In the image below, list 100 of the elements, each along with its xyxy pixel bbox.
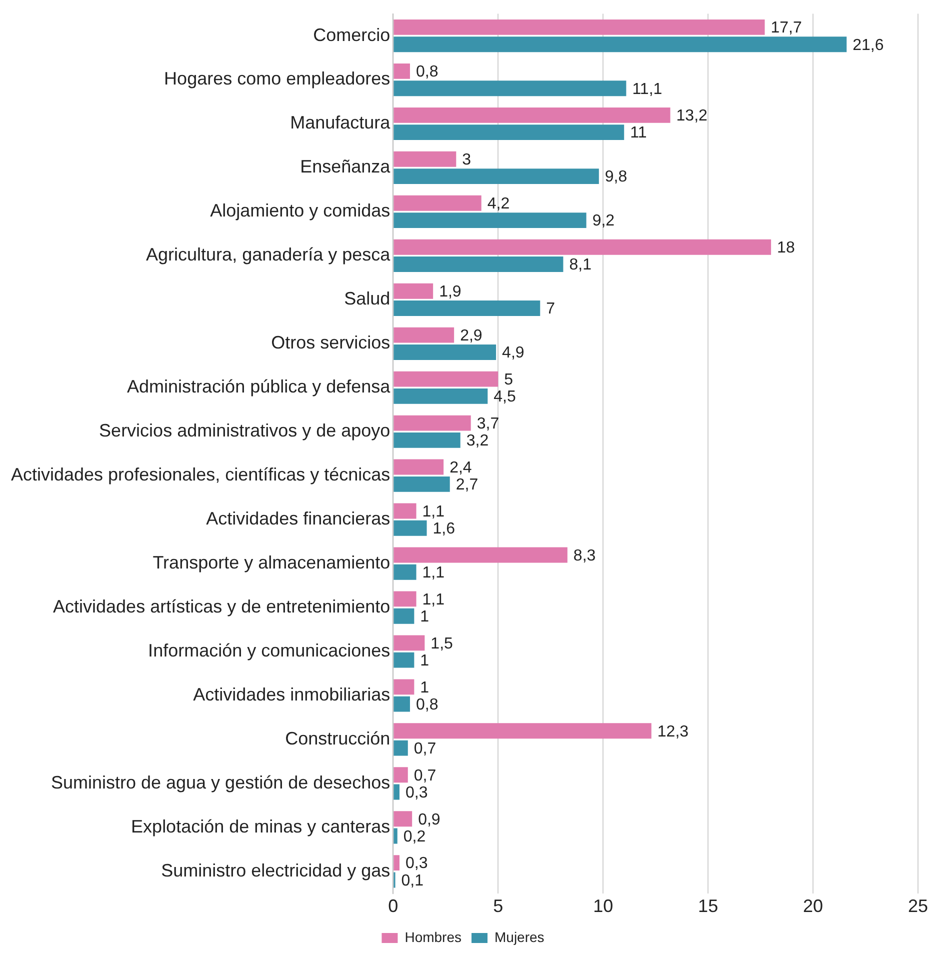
bar: [394, 371, 498, 387]
data-label: 0,1: [401, 872, 424, 890]
bar: [394, 547, 568, 563]
y-tick-label: Agricultura, ganadería y pesca: [146, 244, 392, 265]
x-tick-label: 5: [493, 896, 504, 916]
data-label: 1,1: [422, 564, 445, 582]
data-label: 0,8: [416, 64, 438, 81]
y-tick-label: Actividades profesionales, científicas y técnicas: [11, 464, 390, 485]
bar: [394, 608, 414, 624]
bar: [394, 740, 408, 756]
bar: [394, 195, 482, 211]
bar: [394, 520, 427, 536]
data-label: 2,7: [456, 476, 478, 494]
data-label: 2,9: [460, 327, 482, 344]
data-label: 4,2: [487, 196, 510, 213]
bar: [394, 459, 444, 475]
y-tick-label: Suministro electricidad y gas: [161, 860, 390, 880]
bar: [394, 239, 772, 255]
bar: [394, 784, 400, 800]
data-label: 11,1: [632, 80, 662, 98]
data-label: 8,1: [569, 256, 592, 274]
legend-label: Hombres: [404, 928, 462, 945]
y-tick-label: Suministro de agua y gestión de desechos: [50, 772, 390, 792]
x-tick-label: 0: [388, 896, 398, 916]
bar: [394, 723, 652, 739]
x-tick-label: 15: [698, 896, 718, 916]
data-label: 12,3: [657, 723, 689, 740]
bar: [394, 327, 454, 343]
y-tick-label: Construcción: [285, 728, 390, 748]
y-tick-label: Enseñanza: [300, 156, 392, 177]
data-label: 0,7: [414, 740, 436, 758]
data-label: 17,7: [770, 20, 802, 37]
bar: [394, 415, 471, 431]
y-tick-label: Otros servicios: [271, 332, 390, 353]
bar: [394, 344, 496, 360]
y-tick-label: Hogares como empleadores: [164, 68, 390, 89]
bar: [394, 212, 586, 228]
legend-label: Mujeres: [494, 928, 544, 945]
bar: [394, 635, 425, 651]
bar: [394, 828, 398, 844]
x-tick-label: 20: [803, 896, 824, 916]
data-label: 1: [420, 652, 430, 670]
y-tick-label: Manufactura: [290, 112, 392, 133]
data-label: 1,5: [430, 635, 454, 652]
y-tick-label: Información y comunicaciones: [148, 640, 390, 660]
bar: [394, 151, 456, 167]
data-label: 0,8: [416, 696, 438, 714]
data-label: 0,3: [405, 855, 428, 872]
data-label: 1,1: [422, 503, 445, 520]
data-label: 1: [420, 679, 430, 696]
bar: [394, 476, 450, 492]
data-label: 3: [462, 152, 472, 169]
x-tick-label: 25: [908, 896, 928, 916]
y-tick-label: Transporte y almacenamiento: [152, 552, 390, 573]
bar: [394, 855, 400, 871]
y-tick-label: Salud: [344, 288, 390, 309]
data-label: 9,8: [604, 168, 628, 186]
data-label: 1,9: [439, 284, 462, 300]
data-label: 0,3: [405, 784, 428, 802]
y-tick-label: Alojamiento y comidas: [210, 200, 390, 221]
bar: [394, 564, 416, 580]
bar: [394, 36, 847, 52]
bar: [394, 679, 414, 695]
bar: [394, 503, 416, 519]
bar: [394, 591, 416, 607]
data-label: 0,2: [403, 828, 426, 846]
y-tick-label: Actividades inmobiliarias: [193, 684, 390, 704]
bar: [394, 80, 626, 96]
y-tick-label: Explotación de minas y canteras: [131, 816, 390, 836]
data-label: 18: [777, 240, 795, 257]
data-label: 2,4: [450, 459, 472, 476]
bar: [394, 168, 599, 184]
data-label: 13,2: [676, 108, 708, 125]
bar: [394, 767, 408, 783]
bar: [394, 696, 410, 712]
data-label: 9,2: [592, 212, 615, 230]
data-label: 11: [630, 124, 647, 142]
bar: [394, 107, 670, 123]
bar: [394, 432, 460, 448]
bar: [394, 652, 414, 668]
data-label: 1,6: [432, 520, 456, 538]
bar: [394, 256, 564, 272]
bar: [394, 388, 488, 404]
bar: [394, 124, 624, 140]
data-label: 4,9: [502, 344, 524, 362]
data-label: 3,7: [476, 415, 500, 432]
data-label: 1,1: [422, 591, 445, 608]
data-label: 4,5: [494, 388, 516, 406]
y-tick-label: Comercio: [313, 24, 390, 45]
data-label: 7: [546, 300, 556, 318]
y-tick-label: Administración pública y defensa: [127, 376, 392, 397]
data-label: 5: [504, 371, 514, 388]
data-label: 1: [420, 608, 430, 626]
y-tick-label: Servicios administrativos y de apoyo: [99, 420, 390, 441]
y-tick-label: Actividades financieras: [206, 508, 390, 529]
data-label: 21,6: [852, 36, 884, 54]
data-label: 0,7: [414, 767, 436, 784]
bar: [394, 19, 765, 35]
bar: [394, 63, 410, 79]
bar: [394, 811, 412, 827]
